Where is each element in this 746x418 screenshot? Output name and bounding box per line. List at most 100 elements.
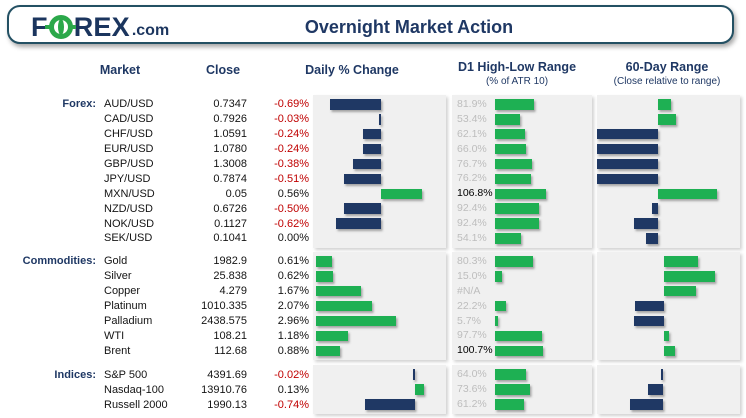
symbol-cell: WTI xyxy=(104,329,125,342)
close-cell: 1990.13 xyxy=(207,398,247,411)
d1-range-value: 106.8% xyxy=(457,187,493,200)
daily-bar-cell xyxy=(313,343,446,358)
symbol-cell: Platinum xyxy=(104,300,147,313)
range60-cell xyxy=(597,171,740,186)
d1-range-bar xyxy=(495,99,535,110)
d1-range-value: 61.2% xyxy=(457,398,487,411)
daily-bar-cell xyxy=(313,254,446,269)
table-row: WTI 108.21 1.18% 97.7% xyxy=(0,328,746,343)
logo-letters-rex: REX xyxy=(73,12,130,42)
daily-change-bar xyxy=(315,315,397,327)
range60-bar xyxy=(664,345,676,357)
range60-chart-panel xyxy=(597,365,740,414)
page-title: Overnight Market Action xyxy=(304,17,514,37)
range60-chart-panel xyxy=(597,252,740,361)
symbol-cell: CHF/USD xyxy=(104,128,153,141)
symbol-cell: S&P 500 xyxy=(104,368,148,381)
symbol-cell: Copper xyxy=(104,285,141,298)
d1-range-cell: 62.1% xyxy=(452,127,592,142)
table-row: EUR/USD 1.0780 -0.24% 66.0% xyxy=(0,142,746,157)
daily-change-bar xyxy=(353,158,381,170)
d1-range-cell: 80.3% xyxy=(452,254,592,269)
d1-range-bar xyxy=(495,173,532,185)
symbol-cell: EUR/USD xyxy=(104,143,154,156)
range60-bar xyxy=(664,256,699,267)
range60-cell xyxy=(597,367,740,382)
column-header-60day-range: 60-Day Range xyxy=(625,60,709,74)
d1-range-bar xyxy=(495,330,542,342)
daily-pct-cell: -0.62% xyxy=(274,217,309,230)
range60-bar xyxy=(658,99,672,110)
close-cell: 1982.9 xyxy=(213,255,247,268)
daily-bar-cell xyxy=(313,157,446,172)
daily-change-bar xyxy=(413,369,415,380)
close-cell: 0.7347 xyxy=(213,98,247,111)
daily-change-bar xyxy=(315,345,340,357)
range60-bar xyxy=(597,173,659,185)
d1-range-chart-panel xyxy=(452,252,592,361)
close-cell: 13910.76 xyxy=(201,383,247,396)
daily-pct-cell: 0.56% xyxy=(277,187,309,200)
range60-bar xyxy=(661,369,664,380)
range60-cell xyxy=(597,216,740,231)
range60-bar xyxy=(630,399,664,410)
d1-range-cell: 5.7% xyxy=(452,314,592,329)
daily-bar-cell xyxy=(313,216,446,231)
d1-range-bar xyxy=(495,128,525,140)
d1-range-bar xyxy=(495,345,544,357)
daily-bar-cell xyxy=(313,97,446,112)
range60-cell xyxy=(597,314,740,329)
section-forex: Forex: AUD/USD 0.7347 -0.69% 81.9% CAD/USD 0.7… xyxy=(0,95,746,248)
daily-change-bar xyxy=(380,188,422,200)
daily-change-bar xyxy=(315,330,348,342)
d1-range-value: 76.7% xyxy=(457,157,487,170)
daily-bar-cell xyxy=(313,127,446,142)
range60-cell xyxy=(597,231,740,246)
range60-cell xyxy=(597,299,740,314)
close-cell: 0.7926 xyxy=(213,113,247,126)
close-cell: 112.68 xyxy=(214,344,247,357)
column-header-close: Close xyxy=(205,63,241,77)
daily-change-bar xyxy=(415,384,424,395)
d1-range-bar xyxy=(495,399,525,410)
range60-cell xyxy=(597,328,740,343)
table-row: CAD/USD 0.7926 -0.03% 53.4% xyxy=(0,112,746,127)
logo-o-lens xyxy=(57,19,64,35)
d1-range-value: 92.4% xyxy=(457,217,487,230)
d1-range-value: 53.4% xyxy=(457,112,487,125)
range60-cell xyxy=(597,269,740,284)
d1-range-bar xyxy=(495,203,540,214)
d1-range-cell: 76.2% xyxy=(452,171,592,186)
d1-range-bar xyxy=(495,271,503,282)
range60-cell xyxy=(597,382,740,397)
d1-range-bar xyxy=(495,218,540,229)
daily-pct-cell: 0.88% xyxy=(277,344,309,357)
d1-range-cell: 66.0% xyxy=(452,142,592,157)
close-cell: 0.7874 xyxy=(213,172,247,185)
d1-range-cell: 53.4% xyxy=(452,112,592,127)
d1-range-cell: 73.6% xyxy=(452,382,592,397)
symbol-cell: AUD/USD xyxy=(104,98,154,111)
range60-bar xyxy=(664,271,716,282)
header: F REX .com Overnight Market Action xyxy=(7,5,734,44)
table-row: Silver 25.838 0.62% 15.0% xyxy=(0,269,746,284)
table-row: Russell 2000 1990.13 -0.74% 61.2% xyxy=(0,397,746,412)
symbol-cell: NOK/USD xyxy=(104,217,155,230)
close-cell: 4391.69 xyxy=(207,368,247,381)
range60-cell xyxy=(597,186,740,201)
table-row: Commodities: Gold 1982.9 0.61% 80.3% xyxy=(0,254,746,269)
table-row: Platinum 1010.335 2.07% 22.2% xyxy=(0,299,746,314)
range60-bar xyxy=(658,188,718,200)
d1-range-value: 54.1% xyxy=(457,232,487,245)
market-table: Forex: AUD/USD 0.7347 -0.69% 81.9% CAD/USD 0.7… xyxy=(0,95,746,414)
daily-pct-cell: 0.13% xyxy=(277,383,309,396)
daily-bar-cell xyxy=(313,284,446,299)
close-cell: 2438.575 xyxy=(201,315,247,327)
d1-range-value: 22.2% xyxy=(457,299,487,312)
range60-bar xyxy=(664,330,670,342)
section-commodities: Commodities: Gold 1982.9 0.61% 80.3% Silver 25… xyxy=(0,252,746,361)
close-cell: 1.3008 xyxy=(213,158,247,170)
range60-bar xyxy=(664,285,697,297)
daily-pct-cell: 0.62% xyxy=(277,270,309,283)
